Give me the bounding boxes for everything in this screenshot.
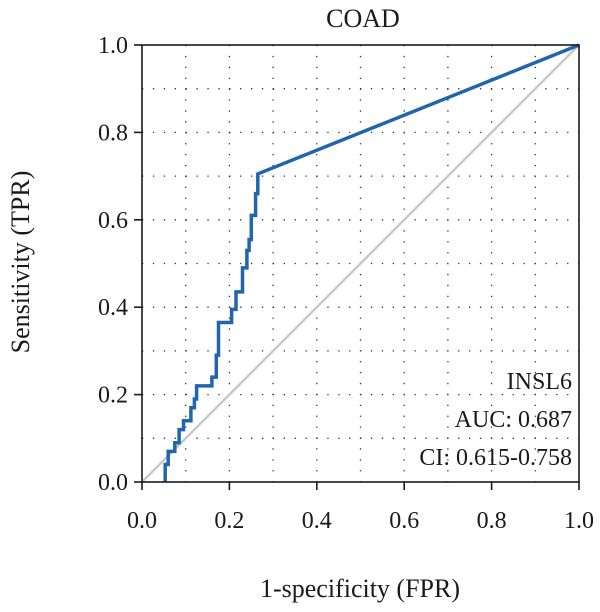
x-tick-label: 0.8 <box>477 508 507 534</box>
y-tick-label: 0.0 <box>98 470 128 496</box>
y-tick-label: 0.4 <box>98 295 128 321</box>
x-tick-label: 0.4 <box>302 508 332 534</box>
plot-frame <box>141 44 580 483</box>
annotation-ci: CI: 0.615-0.758 <box>419 445 572 471</box>
y-axis-ticks: 0.0 0.2 0.4 0.6 0.8 1.0 <box>98 33 142 496</box>
x-tick-label: 0.0 <box>127 508 157 534</box>
annotation-marker-name: INSL6 <box>507 369 572 395</box>
diagonal-reference-line <box>141 44 580 483</box>
y-tick-label: 0.2 <box>98 383 128 409</box>
y-tick-label: 0.8 <box>98 120 128 146</box>
roc-curve-insl6 <box>163 43 580 482</box>
chart-title: COAD <box>326 4 400 33</box>
x-axis-ticks: 0.0 0.2 0.4 0.6 0.8 1.0 <box>127 482 594 534</box>
x-tick-label: 0.2 <box>214 508 244 534</box>
x-tick-label: 1.0 <box>564 508 594 534</box>
x-axis-label: 1-specificity (FPR) <box>260 574 460 603</box>
x-tick-label: 0.6 <box>389 508 419 534</box>
annotation-auc: AUC: 0.687 <box>455 407 572 433</box>
y-tick-label: 1.0 <box>98 33 128 59</box>
y-axis-label: Sensitivity (TPR) <box>6 171 35 354</box>
y-tick-label: 0.6 <box>98 208 128 234</box>
